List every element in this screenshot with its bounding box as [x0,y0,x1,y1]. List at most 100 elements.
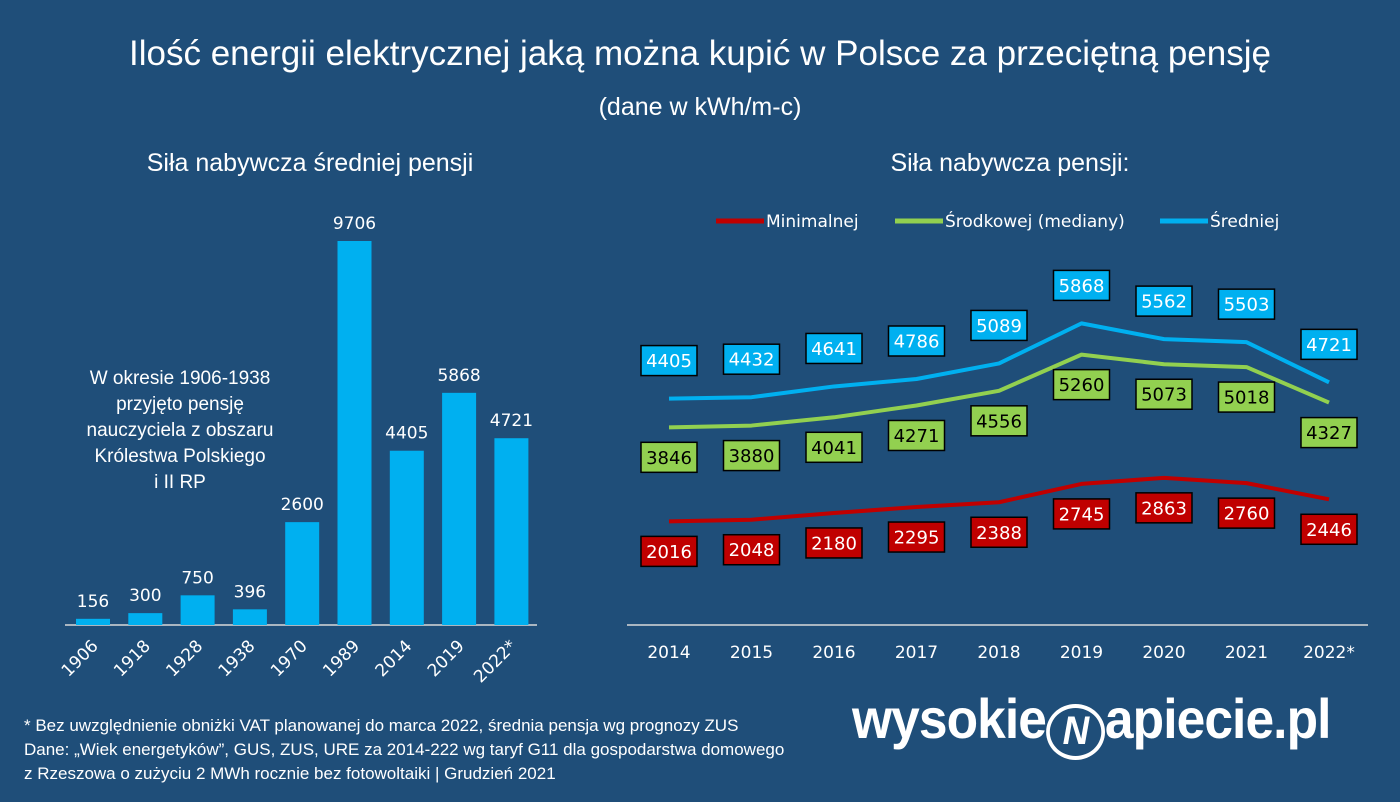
chart-subtitle: (dane w kWh/m-c) [598,93,802,121]
series-line-0 [668,475,1330,524]
point-data-label: 5260 [1059,375,1105,396]
point-data-label: 5018 [1224,388,1270,409]
bar-data-label: 750 [181,568,213,588]
x-tick-label: 1928 [162,636,207,681]
point-data-label: 2180 [811,533,857,554]
point-data-label: 4721 [1306,335,1352,356]
point-label-box [1052,498,1111,530]
point-data-label: 5073 [1141,385,1187,406]
footnote: * Bez uwzględnienie obniżki VAT planowan… [24,716,739,735]
point-data-label: 4271 [894,426,940,447]
footnote: Dane: „Wiek energetyków”, GUS, ZUS, URE … [24,740,785,759]
legend-label: Średniej [1210,210,1279,232]
point-data-label: 5868 [1059,276,1105,297]
footnote: z Rzeszowa o zużyciu 2 MWh rocznie bez f… [24,764,556,783]
right-chart-title: Siła nabywcza pensji: [890,149,1130,177]
point-data-label: 3846 [646,448,692,469]
point-label-box [805,431,863,464]
x-tick-label: 1938 [215,636,260,681]
x-tick-label: 2018 [977,643,1020,663]
point-data-label: 5089 [976,316,1022,337]
point-data-label: 5562 [1141,292,1187,313]
bar-data-label: 396 [234,582,266,602]
point-label-box [722,439,781,472]
point-label-box [640,344,698,377]
bar-data-label: 156 [77,592,109,612]
x-tick-label: 2022* [1303,643,1355,663]
legend-label: Środkowej (mediany) [945,210,1125,232]
bar [76,618,110,625]
point-data-label: 2016 [646,542,692,563]
x-tick-label: 2017 [895,643,938,663]
point-data-label: 4327 [1306,423,1352,444]
point-data-label: 2446 [1306,520,1352,541]
x-tick-label: 2019 [1060,643,1103,663]
lightning-n-icon: N [1046,704,1105,760]
point-data-label: 4556 [976,411,1022,432]
x-tick-label: 1906 [58,636,103,681]
bar [337,241,372,625]
point-data-label: 4786 [894,331,940,352]
chart-title: Ilość energii elektrycznej jaką można ku… [129,34,1271,73]
point-label-box [1135,492,1193,524]
point-data-label: 2745 [1059,504,1105,525]
point-data-label: 4041 [811,438,857,459]
point-label-box [1300,416,1358,449]
point-data-label: 2295 [894,528,940,549]
bar [285,522,320,625]
x-tick-label: 2016 [812,643,855,663]
series-line-2 [668,321,1330,401]
point-data-label: 5503 [1224,295,1270,316]
point-label-box [640,535,698,568]
logo-text: apiecie.pl [1104,687,1332,750]
point-data-label: 4641 [811,339,857,360]
point-label-box [805,332,863,365]
x-tick-label: 2022* [470,636,521,687]
point-label-box [1217,381,1276,413]
bar [128,613,163,625]
bar-data-label: 300 [129,586,161,606]
bar-data-label: 9706 [333,214,376,234]
point-label-box [1217,497,1276,529]
x-tick-label: 2021 [1225,643,1268,663]
x-tick-label: 2014 [372,636,417,681]
annotation-line: Królestwa Polskiego [94,446,266,467]
bar [180,595,215,625]
point-label-box [970,516,1028,549]
point-data-label: 4405 [646,351,692,372]
x-tick-label: 2014 [647,643,690,663]
annotation-line: nauczyciela z obszaru [86,420,274,441]
point-label-box [887,325,946,357]
series-line-1 [668,352,1330,430]
x-tick-label: 1918 [110,636,155,681]
point-label-box [1217,288,1276,320]
bar-data-label: 2600 [281,495,324,515]
bar [389,450,424,625]
point-data-label: 2760 [1224,504,1270,525]
legend-label: Minimalnej [766,212,859,232]
point-label-box [887,419,946,452]
point-label-box [970,309,1028,342]
point-label-box [1052,368,1111,401]
bar-data-label: 4721 [490,411,533,431]
left-chart-annotation: W okresie 1906-1938 przyjęto pensję nauc… [50,366,310,496]
logo-text: wysokie [852,687,1047,750]
point-data-label: 2388 [976,523,1022,544]
point-label-box [722,343,781,375]
bar-data-label: 4405 [385,424,428,444]
x-tick-label: 2020 [1142,643,1185,663]
point-data-label: 2863 [1141,498,1187,519]
bar [494,438,529,625]
x-tick-label: 1989 [319,636,364,681]
bar-data-label: 5868 [437,366,480,386]
annotation-line: W okresie 1906-1938 [89,368,271,389]
annotation-line: i II RP [154,472,206,493]
x-tick-label: 1970 [267,636,312,681]
point-label-box [722,533,781,566]
x-tick-label: 2019 [424,636,469,681]
point-label-box [1135,285,1193,317]
x-tick-label: 2015 [730,643,773,663]
point-data-label: 4432 [729,350,775,371]
